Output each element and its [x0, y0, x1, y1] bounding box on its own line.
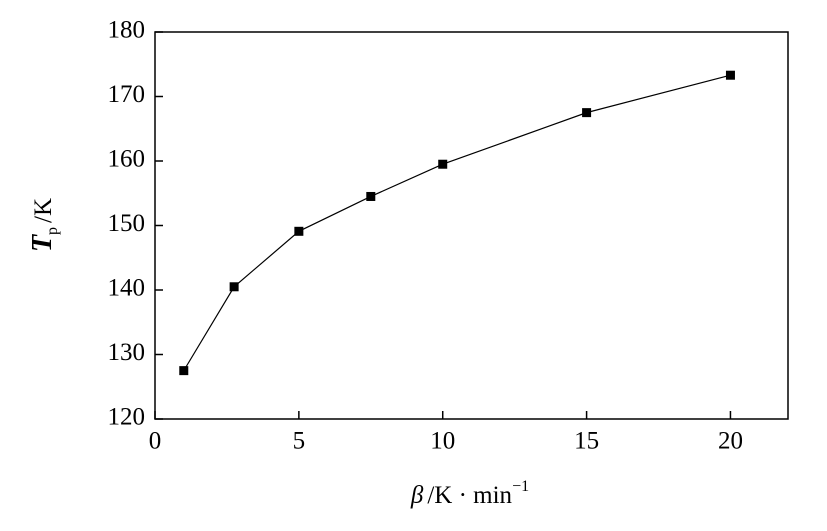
x-label-symbol: β [410, 482, 424, 509]
x-axis-label: β/K · min−1 [410, 478, 529, 509]
y-axis-label: Tp/K [27, 198, 60, 252]
y-tick-label: 170 [108, 81, 146, 108]
x-label-exp: −1 [512, 478, 529, 495]
y-label-unit: /K [30, 198, 57, 223]
data-line [183, 74, 731, 371]
y-tick-label: 120 [108, 404, 146, 431]
y-tick-label: 140 [108, 275, 146, 302]
x-tick-label: 10 [430, 428, 455, 455]
data-marker [179, 366, 189, 376]
data-marker [582, 108, 592, 118]
plot-frame [154, 31, 789, 420]
data-marker [725, 70, 735, 80]
y-label-sub: p [44, 227, 61, 235]
y-tick-label: 150 [108, 210, 146, 237]
y-tick-label: 180 [108, 17, 146, 44]
y-label-symbol: T [27, 233, 58, 252]
data-marker [438, 159, 448, 169]
data-marker [294, 226, 304, 236]
y-tick-label: 160 [108, 146, 146, 173]
x-tick-label: 20 [718, 428, 743, 455]
x-tick-label: 15 [574, 428, 599, 455]
x-label-unit: /K · min [427, 482, 512, 509]
x-tick-label: 5 [293, 428, 306, 455]
x-tick-label: 0 [149, 428, 162, 455]
data-marker [229, 282, 239, 292]
data-marker [366, 191, 376, 201]
y-tick-label: 130 [108, 339, 146, 366]
